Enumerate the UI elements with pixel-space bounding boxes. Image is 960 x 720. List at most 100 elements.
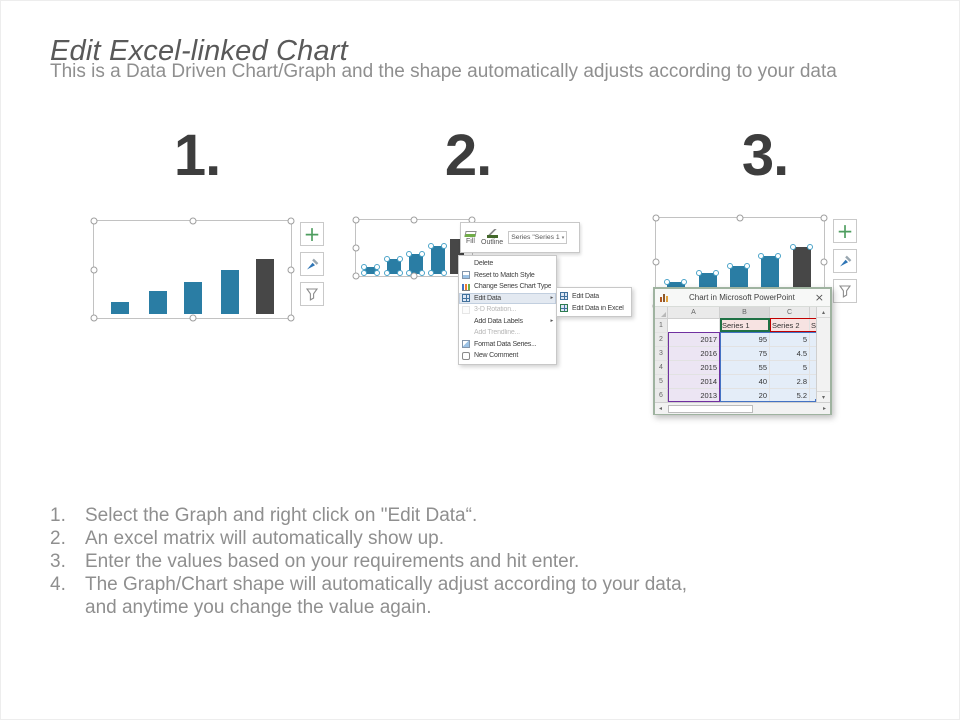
selection-handle[interactable] (189, 217, 196, 225)
selection-handle[interactable] (189, 314, 196, 322)
selection-handle[interactable] (736, 214, 744, 222)
selection-handle[interactable] (410, 216, 418, 224)
menu-item-label: 3-D Rotation... (474, 306, 517, 314)
bar-2013[interactable] (361, 264, 380, 276)
chart-filters-button[interactable] (300, 282, 324, 306)
selection-handle[interactable] (652, 258, 660, 266)
bar-2016[interactable] (221, 270, 239, 314)
selection-handle[interactable] (820, 214, 828, 222)
selection-handle[interactable] (352, 216, 360, 224)
column-header-b[interactable]: B (720, 307, 770, 318)
menu-item-new-comment[interactable]: New Comment (459, 350, 556, 362)
cell[interactable]: 2015 (668, 361, 720, 375)
row-header[interactable]: 6 (655, 389, 668, 402)
menu-item-delete[interactable]: Delete (459, 258, 556, 270)
column-header-a[interactable]: A (668, 307, 720, 318)
close-icon[interactable]: × (814, 291, 824, 304)
chart-object-1[interactable] (90, 217, 295, 322)
column-header-c[interactable]: C (770, 307, 810, 318)
selection-handle[interactable] (287, 314, 295, 322)
chart-filters-button[interactable] (833, 279, 857, 303)
selection-handle[interactable] (90, 314, 98, 322)
chart-elements-button[interactable]: + (300, 222, 324, 246)
bar-2015[interactable] (406, 251, 425, 276)
row-header[interactable]: 5 (655, 375, 668, 389)
sheet-row-6: 6 2013 20 5.2 (655, 389, 830, 402)
chart-styles-button[interactable] (300, 252, 324, 276)
cell[interactable]: 2016 (668, 347, 720, 361)
scroll-right-icon[interactable]: ▸ (822, 405, 826, 412)
cell[interactable]: 20 (720, 389, 770, 402)
menu-item-label: Add Data Labels (474, 317, 523, 325)
scrollbar-thumb[interactable] (668, 404, 753, 413)
menu-item-edit-data[interactable]: Edit Data ▸ (459, 292, 556, 304)
scroll-left-icon[interactable]: ◂ (658, 405, 662, 412)
cell[interactable]: 2.8 (770, 375, 810, 389)
vertical-scrollbar[interactable]: ▴ ▾ (816, 307, 830, 402)
subtitle: This is a Data Driven Chart/Graph and th… (50, 61, 837, 82)
select-all-corner[interactable] (655, 307, 668, 318)
instruction-line: Select the Graph and right click on "Edi… (85, 505, 478, 526)
selection-handle[interactable] (410, 272, 418, 280)
cell[interactable]: 5.2 (770, 389, 810, 402)
bar-2016[interactable] (428, 243, 447, 276)
outline-button[interactable]: Outline (481, 229, 503, 246)
row-header[interactable]: 2 (655, 333, 668, 347)
menu-item-reset-to-match-style[interactable]: Reset to Match Style (459, 270, 556, 282)
cell[interactable]: 95 (720, 333, 770, 347)
horizontal-scrollbar[interactable]: ◂ ▸ (655, 402, 830, 414)
chart-styles-button[interactable] (833, 249, 857, 273)
selection-handle[interactable] (820, 258, 828, 266)
bar-2014[interactable] (384, 256, 403, 276)
point-selection-handle (428, 270, 434, 276)
row-header[interactable]: 3 (655, 347, 668, 361)
menu-item-change-series-chart-type[interactable]: Change Series Chart Type... (459, 281, 556, 293)
instruction-line: and anytime you change the value again. (85, 597, 432, 618)
selection-handle[interactable] (352, 272, 360, 280)
selection-handle[interactable] (90, 266, 98, 273)
cell[interactable] (668, 319, 720, 333)
cell[interactable]: Series 1 (720, 319, 770, 333)
menu-item-format-data-series[interactable]: Format Data Series... (459, 339, 556, 351)
cell[interactable]: Series 2 (770, 319, 810, 333)
cell[interactable]: 2013 (668, 389, 720, 402)
bar-2015[interactable] (184, 282, 202, 314)
fill-button[interactable]: Fill (464, 230, 477, 245)
plus-icon: + (303, 222, 321, 246)
menu-item-label: Edit Data (572, 292, 599, 300)
point-selection-handle (397, 256, 403, 262)
cell[interactable]: 40 (720, 375, 770, 389)
bar-2013[interactable] (111, 302, 129, 314)
selection-handle[interactable] (352, 244, 360, 252)
selection-handle[interactable] (652, 214, 660, 222)
cell[interactable]: 55 (720, 361, 770, 375)
instruction-item: 2. An excel matrix will automatically sho… (50, 527, 687, 550)
row-header[interactable]: 1 (655, 319, 668, 333)
scroll-down-icon[interactable]: ▾ (817, 391, 830, 402)
bar-2014[interactable] (149, 291, 167, 314)
chart-object-2[interactable] (352, 216, 476, 280)
edit-data-icon (462, 294, 470, 303)
cell[interactable]: 5 (770, 361, 810, 375)
cell[interactable]: 4.5 (770, 347, 810, 361)
brush-icon (837, 253, 853, 269)
cell (810, 375, 818, 389)
cell[interactable]: 2017 (668, 333, 720, 347)
sheet-row-3: 3 2016 75 4.5 (655, 347, 830, 361)
cell[interactable]: 2014 (668, 375, 720, 389)
series-selector-dropdown[interactable]: Series "Series 1 ▾ (508, 231, 568, 244)
menu-item-edit-data[interactable]: Edit Data (557, 290, 631, 302)
chart-elements-button[interactable]: + (833, 219, 857, 243)
bar-2017[interactable] (256, 259, 274, 314)
scroll-up-icon[interactable]: ▴ (817, 307, 830, 318)
row-header[interactable]: 4 (655, 361, 668, 375)
cell[interactable]: 75 (720, 347, 770, 361)
excel-window-titlebar[interactable]: Chart in Microsoft PowerPoint × (655, 289, 830, 307)
menu-item-add-data-labels[interactable]: Add Data Labels ▸ (459, 316, 556, 328)
outline-label: Outline (481, 239, 504, 246)
selection-handle[interactable] (287, 266, 295, 273)
selection-handle[interactable] (287, 217, 295, 225)
selection-handle[interactable] (90, 217, 98, 225)
cell[interactable]: 5 (770, 333, 810, 347)
menu-item-edit-data-in-excel[interactable]: Edit Data in Excel (557, 302, 631, 314)
